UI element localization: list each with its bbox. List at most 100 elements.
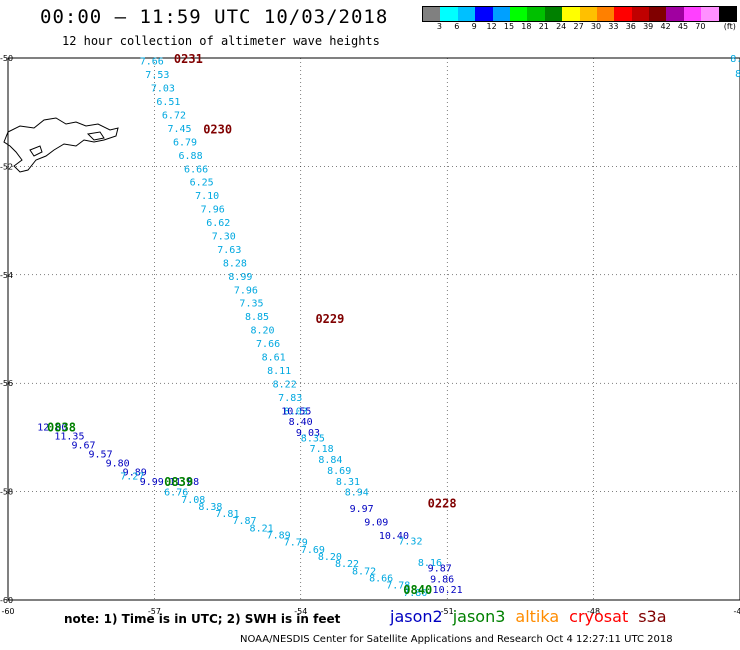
swh-value: 9.09 bbox=[364, 517, 388, 528]
pass-time-labels: 0231 0230 0229 0228 0838 0839 0840 bbox=[47, 52, 457, 597]
color-scale-legend bbox=[422, 6, 738, 22]
swh-value: 8.31 bbox=[336, 477, 360, 488]
legend-swatch bbox=[509, 7, 528, 21]
legend-label: 33 bbox=[608, 22, 619, 31]
swh-value: 7.66 bbox=[256, 339, 280, 350]
swh-value: 6.72 bbox=[162, 110, 186, 121]
swh-value: 9.03 bbox=[296, 428, 320, 439]
swh-value: 8.40 bbox=[289, 417, 313, 428]
swh-value: 7.27 bbox=[120, 471, 144, 482]
lat-tick-label: -58 bbox=[0, 488, 13, 497]
lat-tick-label: -52 bbox=[0, 162, 13, 171]
swh-value: 8.84 bbox=[318, 455, 342, 466]
pass-time-label: 0231 bbox=[174, 52, 203, 66]
swh-value: 9.67 bbox=[71, 441, 95, 452]
swh-value: 7.45 bbox=[167, 124, 191, 135]
swh-value: 7.53 bbox=[145, 70, 169, 81]
color-scale-unit: (ft) bbox=[723, 22, 736, 31]
swh-value: 10.55 bbox=[281, 406, 311, 417]
swh-value: 8.98 bbox=[730, 54, 740, 65]
swh-value: 6.51 bbox=[156, 97, 180, 108]
swh-value: 7.78 bbox=[386, 581, 410, 592]
lat-tick-label: -56 bbox=[0, 379, 13, 388]
pass-time-label: 0229 bbox=[315, 312, 344, 326]
legend-swatch bbox=[596, 7, 615, 21]
footer-credit: NOAA/NESDIS Center for Satellite Applica… bbox=[240, 634, 673, 645]
swh-value: 9.87 bbox=[428, 563, 452, 574]
swh-value: 9.99 bbox=[140, 477, 164, 488]
legend-swatch bbox=[683, 7, 702, 21]
swh-value: 7.30 bbox=[212, 232, 236, 243]
legend-swatch bbox=[614, 7, 632, 21]
legend-swatch bbox=[440, 7, 458, 21]
swh-value: 7.18 bbox=[310, 444, 334, 455]
note-text: note: 1) Time is in UTC; 2) SWH is in fe… bbox=[64, 612, 341, 626]
legend-swatch bbox=[544, 7, 563, 21]
legend-label: 12 bbox=[486, 22, 497, 31]
map-subtitle: 12 hour collection of altimeter wave hei… bbox=[62, 34, 380, 48]
swh-value: 9.57 bbox=[89, 450, 113, 461]
legend-label: 39 bbox=[643, 22, 654, 31]
swh-value: 8.66 bbox=[369, 574, 393, 585]
lat-tick-label: -60 bbox=[0, 596, 13, 605]
swh-value: 11.88 bbox=[169, 477, 199, 488]
swh-value: 7.81 bbox=[215, 509, 239, 520]
swh-value: 6.66 bbox=[184, 164, 208, 175]
lon-tick-label: -51 bbox=[441, 607, 454, 616]
legend-swatch bbox=[701, 7, 719, 21]
legend-label: 70 bbox=[695, 22, 706, 31]
swh-value: 8.72 bbox=[352, 566, 376, 577]
swh-value: 7.03 bbox=[151, 84, 175, 95]
satellite-legend-item: jason3 bbox=[452, 607, 506, 626]
swh-value: 8.22 bbox=[335, 559, 359, 570]
legend-label: 6 bbox=[454, 22, 460, 31]
swh-value: 7.96 bbox=[234, 285, 258, 296]
satellite-legend-item: s3a bbox=[638, 607, 667, 626]
legend-swatch bbox=[457, 7, 476, 21]
map-title: 00:00 – 11:59 UTC 10/03/2018 bbox=[40, 6, 389, 28]
lon-tick-label: -48 bbox=[587, 607, 600, 616]
swh-value: 6.62 bbox=[206, 218, 230, 229]
lat-tick-label: -54 bbox=[0, 271, 13, 280]
swh-value: 7.80 bbox=[403, 588, 427, 599]
satellite-legend-item: jason2 bbox=[390, 607, 443, 626]
swh-value: 8.03 bbox=[284, 406, 308, 417]
legend-swatch bbox=[562, 7, 580, 21]
satellite-legend-item: altika bbox=[515, 607, 560, 626]
swh-value: 8.69 bbox=[327, 466, 351, 477]
swh-value: 7.79 bbox=[284, 538, 308, 549]
lon-tick-label: -45 bbox=[733, 607, 740, 616]
legend-swatch bbox=[631, 7, 650, 21]
coastline bbox=[3, 117, 119, 173]
swh-value: 7.10 bbox=[195, 191, 219, 202]
legend-label: 27 bbox=[573, 22, 584, 31]
pass-time-label: 0839 bbox=[164, 475, 193, 489]
pass-time-label: 0840 bbox=[403, 583, 432, 597]
lon-tick-label: -57 bbox=[148, 607, 161, 616]
map-frame bbox=[7, 57, 740, 601]
swh-value: 8.61 bbox=[262, 353, 286, 364]
swh-value: 8.85 bbox=[245, 312, 269, 323]
legend-swatch bbox=[492, 7, 510, 21]
swh-value: 8.99 bbox=[228, 272, 252, 283]
pass-time-label: 0228 bbox=[428, 496, 457, 510]
swh-value: 7.69 bbox=[301, 545, 325, 556]
swh-value: 10.40 bbox=[379, 531, 409, 542]
legend-label: 24 bbox=[556, 22, 567, 31]
swh-value: 10.21 bbox=[433, 585, 463, 596]
swh-value: 7.89 bbox=[267, 531, 291, 542]
swh-value: 8.22 bbox=[273, 379, 297, 390]
legend-swatch bbox=[718, 7, 737, 21]
legend-swatch bbox=[666, 7, 684, 21]
satellite-legend: jason2 jason3 altika cryosat s3a bbox=[390, 607, 667, 626]
falkland-islands-icon bbox=[3, 117, 119, 173]
swh-value: 7.87 bbox=[232, 516, 256, 527]
swh-value: 11.35 bbox=[54, 432, 84, 443]
swh-value: 7.08 bbox=[181, 495, 205, 506]
swh-value: 7.35 bbox=[239, 299, 263, 310]
pass-time-label: 0838 bbox=[47, 421, 76, 435]
swh-value: 8.11 bbox=[267, 366, 291, 377]
swh-value: 8.94 bbox=[345, 488, 369, 499]
swh-value: 8.20 bbox=[318, 552, 342, 563]
